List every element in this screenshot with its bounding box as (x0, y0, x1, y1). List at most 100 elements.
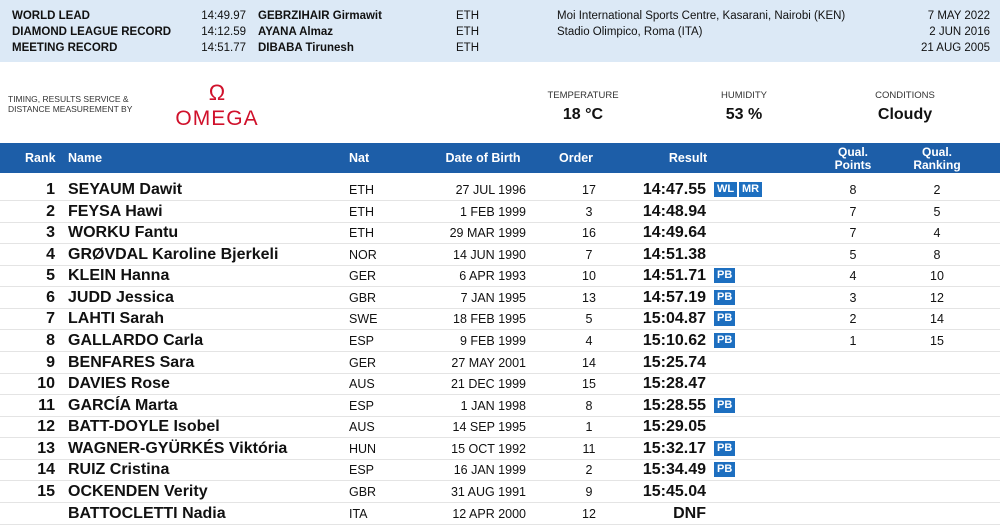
badge: PB (714, 289, 736, 305)
header-qual-ranking: Ranking (913, 158, 961, 172)
rank: 7 (46, 310, 55, 328)
weather-label: TEMPERATURE (547, 90, 619, 101)
weather-label: HUMIDITY (721, 90, 767, 101)
rank: 14 (37, 461, 55, 479)
header-qual-points: Points (834, 158, 872, 172)
result: 15:28.55 (642, 396, 706, 414)
badge: PB (714, 397, 736, 413)
badge: WL (714, 182, 738, 197)
qual-points: 3 (849, 290, 857, 305)
record-time: 14:12.59 (201, 26, 246, 38)
weather-value: 18 °C (562, 106, 604, 123)
record-label: WORLD LEAD (12, 10, 90, 22)
record-holder: GEBRZIHAIR Girmawit (258, 10, 382, 22)
result: 15:29.05 (642, 418, 706, 436)
date-of-birth: 27 MAY 2001 (451, 355, 526, 370)
order: 7 (585, 247, 593, 262)
badge: PB (714, 311, 736, 327)
order: 1 (585, 420, 593, 435)
athlete-name: RUIZ Cristina (68, 461, 170, 479)
nat: AUS (349, 420, 375, 435)
nat: AUS (349, 377, 375, 392)
record-holder: AYANA Almaz (258, 26, 333, 38)
result: 15:25.74 (642, 353, 706, 371)
row-separator (0, 200, 1000, 201)
result: DNF (673, 504, 706, 522)
rank: 4 (46, 245, 55, 263)
qual-ranking: 8 (933, 247, 941, 262)
qual-points: 7 (849, 204, 857, 219)
date-of-birth: 1 FEB 1999 (459, 204, 526, 219)
omega-symbol: Ω (208, 80, 226, 105)
header-name: Name (68, 151, 103, 165)
record-holder: DIBABA Tirunesh (258, 42, 354, 54)
row-separator (0, 501, 1000, 503)
order: 11 (582, 441, 596, 456)
header-qual-points: Qual. (837, 145, 869, 159)
athlete-name: GARCÍA Marta (68, 396, 178, 414)
record-nat: ETH (456, 10, 479, 22)
result: 14:51.38 (642, 245, 706, 263)
record-venue: Stadio Olimpico, Roma (ITA) (557, 26, 703, 38)
row-separator (0, 394, 1000, 396)
athlete-name: OCKENDEN Verity (68, 482, 208, 500)
record-nat: ETH (456, 26, 479, 38)
nat: GBR (349, 484, 377, 499)
weather-label: CONDITIONS (875, 90, 935, 101)
qual-points: 7 (849, 226, 857, 241)
result: 14:47.55 (642, 181, 706, 198)
qual-ranking: 10 (930, 269, 944, 284)
athlete-name: FEYSA Hawi (68, 202, 163, 220)
athlete-name: SEYAUM Dawit (68, 181, 183, 198)
badge: PB (714, 462, 736, 478)
row-separator (0, 264, 1000, 266)
result: 15:28.47 (642, 375, 706, 393)
rank: 5 (46, 267, 55, 285)
qual-points: 8 (849, 183, 857, 197)
result: 15:32.17 (642, 439, 706, 457)
row-separator (0, 480, 1000, 482)
record-nat: ETH (456, 42, 479, 54)
rank: 12 (37, 418, 55, 436)
header-order: Order (558, 151, 594, 165)
result: 14:51.71 (642, 267, 706, 285)
row-separator (0, 458, 1000, 460)
rank: 8 (46, 331, 55, 349)
nat: SWE (349, 312, 378, 327)
result: 14:48.94 (642, 202, 706, 220)
athlete-name: KLEIN Hanna (68, 267, 170, 285)
row-separator (0, 243, 1000, 245)
athlete-name: WORKU Fantu (68, 224, 179, 242)
row-separator (0, 307, 1000, 309)
date-of-birth: 6 APR 1993 (459, 269, 526, 284)
order: 2 (585, 463, 593, 478)
row-separator (0, 437, 1000, 439)
qual-points: 4 (849, 269, 857, 284)
row-separator (0, 329, 1000, 331)
timing-credit: DISTANCE MEASUREMENT BY (8, 104, 133, 114)
rank: 9 (46, 353, 55, 371)
result: 15:04.87 (642, 310, 706, 328)
nat: ETH (349, 226, 374, 241)
row-separator (0, 523, 1000, 525)
qual-points: 2 (849, 312, 857, 327)
badge: PB (714, 268, 736, 284)
row-separator (0, 415, 1000, 417)
table-header (0, 143, 1000, 173)
nat: ESP (349, 398, 375, 413)
rank: 2 (46, 202, 55, 220)
qual-ranking: 14 (930, 312, 944, 327)
rank: 3 (46, 224, 55, 242)
date-of-birth: 14 SEP 1995 (452, 420, 526, 435)
record-label: MEETING RECORD (12, 42, 118, 54)
order: 15 (582, 377, 596, 392)
athlete-name: DAVIES Rose (68, 375, 170, 393)
date-of-birth: 27 JUL 1996 (455, 183, 526, 197)
athlete-name: BATTOCLETTI Nadia (68, 504, 226, 522)
nat: ETH (349, 204, 374, 219)
record-date: 7 MAY 2022 (927, 10, 990, 22)
record-venue: Moi International Sports Centre, Kasaran… (557, 10, 846, 22)
qual-ranking: 12 (930, 290, 944, 305)
header-result: Result (668, 151, 708, 165)
row-separator (0, 350, 1000, 352)
